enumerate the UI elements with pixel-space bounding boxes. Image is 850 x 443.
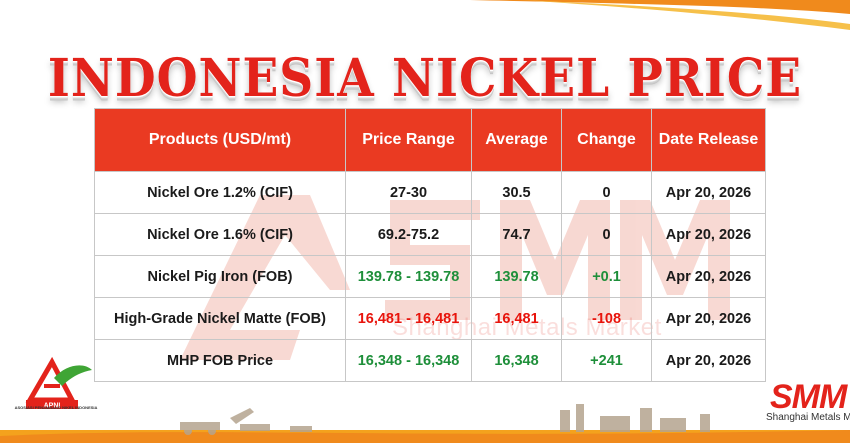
table-row: Nickel Ore 1.6% (CIF) 69.2-75.2 74.7 0 A… [94,213,766,256]
price-change: 0 [561,213,652,256]
average-price: 16,348 [471,339,562,382]
product-name: MHP FOB Price [94,339,346,382]
table-header-row: Products (USD/mt) Price Range Average Ch… [94,108,766,172]
smm-logo: SMM [770,378,847,416]
product-name: High-Grade Nickel Matte (FOB) [94,297,346,340]
product-name: Nickel Pig Iron (FOB) [94,255,346,298]
decorative-swoosh [470,0,850,30]
header-change: Change [561,108,652,172]
header-price-range: Price Range [345,108,472,172]
apni-tagline: ASOSIASI PENAMBANG NIKEL INDONESIA [14,405,98,410]
price-change: 0 [561,171,652,214]
header-average: Average [471,108,562,172]
release-date: Apr 20, 2026 [651,255,766,298]
table-row: Nickel Pig Iron (FOB) 139.78 - 139.78 13… [94,255,766,298]
release-date: Apr 20, 2026 [651,213,766,256]
release-date: Apr 20, 2026 [651,297,766,340]
smm-logo-subtitle: Shanghai Metals Market [766,412,850,423]
industrial-skyline-decoration [0,404,850,443]
price-table: Products (USD/mt) Price Range Average Ch… [94,108,766,382]
product-name: Nickel Ore 1.6% (CIF) [94,213,346,256]
header-date-release: Date Release [651,108,766,172]
table-row: MHP FOB Price 16,348 - 16,348 16,348 +24… [94,339,766,382]
price-change: +0.1 [561,255,652,298]
release-date: Apr 20, 2026 [651,171,766,214]
product-name: Nickel Ore 1.2% (CIF) [94,171,346,214]
release-date: Apr 20, 2026 [651,339,766,382]
price-range: 16,348 - 16,348 [345,339,472,382]
price-range: 16,481 - 16,481 [345,297,472,340]
apni-logo-icon: APNI [25,356,92,410]
table-row: Nickel Ore 1.2% (CIF) 27-30 30.5 0 Apr 2… [94,171,766,214]
average-price: 16,481 [471,297,562,340]
price-range: 69.2-75.2 [345,213,472,256]
price-change: +241 [561,339,652,382]
price-range: 27-30 [345,171,472,214]
average-price: 139.78 [471,255,562,298]
apni-logo-name: APNI [44,403,61,410]
header-products: Products (USD/mt) [94,108,346,172]
table-row: High-Grade Nickel Matte (FOB) 16,481 - 1… [94,297,766,340]
price-change: -108 [561,297,652,340]
price-range: 139.78 - 139.78 [345,255,472,298]
average-price: 30.5 [471,171,562,214]
average-price: 74.7 [471,213,562,256]
